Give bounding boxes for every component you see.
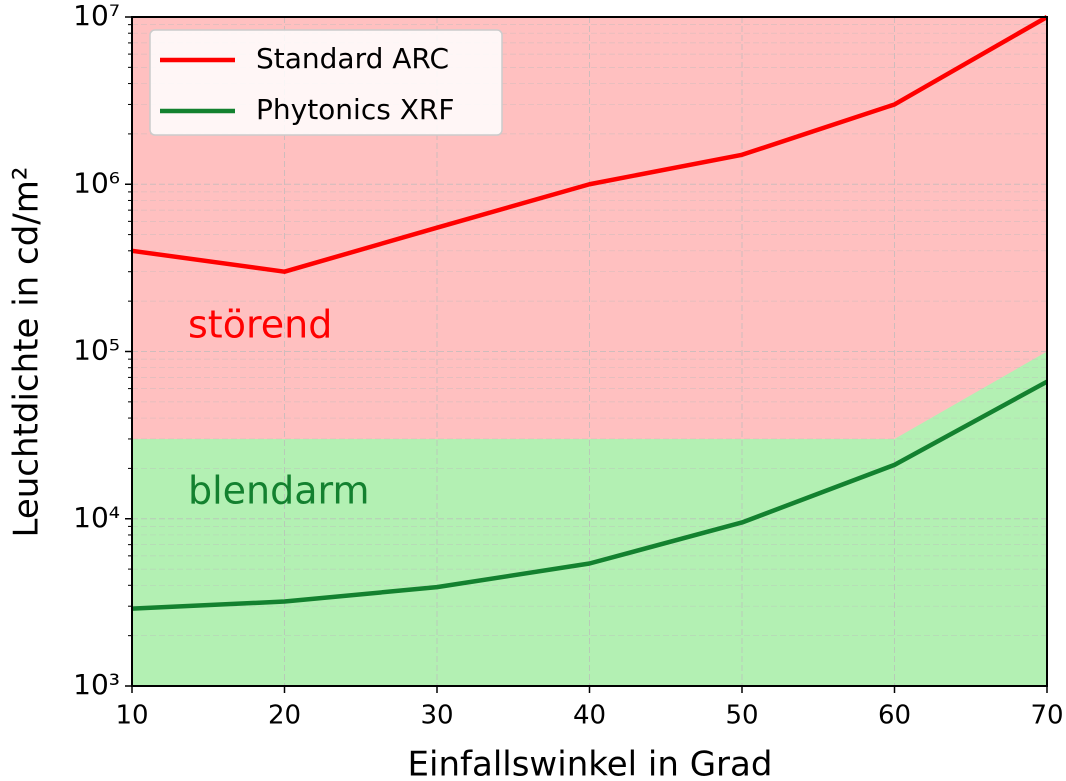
- x-tick-label: 10: [115, 701, 148, 731]
- series-line: [131, 15, 1049, 274]
- y-axis-label: Leuchtdichte in cd/m²: [7, 167, 47, 538]
- x-tick-label: 50: [725, 701, 758, 731]
- x-tick-label: 70: [1030, 701, 1063, 731]
- region-label: störend: [188, 303, 332, 347]
- y-tick-label: 10⁵: [73, 334, 120, 367]
- region-lower: [132, 351, 1047, 686]
- x-tick-label: 60: [878, 701, 911, 731]
- legend-label: Phytonics XRF: [256, 93, 454, 126]
- series-line: [131, 379, 1049, 611]
- x-tick-label: 40: [573, 701, 606, 731]
- legend-box: [149, 29, 503, 136]
- legend: Standard ARC Phytonics XRF: [149, 29, 503, 136]
- region-label: blendarm: [188, 469, 370, 513]
- x-tick-label: 20: [268, 701, 301, 731]
- x-tick-label: 30: [420, 701, 453, 731]
- y-tick-label: 10⁶: [73, 166, 120, 199]
- legend-label: Standard ARC: [256, 42, 449, 75]
- y-tick-label: 10³: [73, 668, 120, 701]
- x-axis-label: Einfallswinkel in Grad: [408, 745, 773, 781]
- y-tick-label: 10⁷: [73, 0, 120, 32]
- y-tick-label: 10⁴: [73, 501, 120, 534]
